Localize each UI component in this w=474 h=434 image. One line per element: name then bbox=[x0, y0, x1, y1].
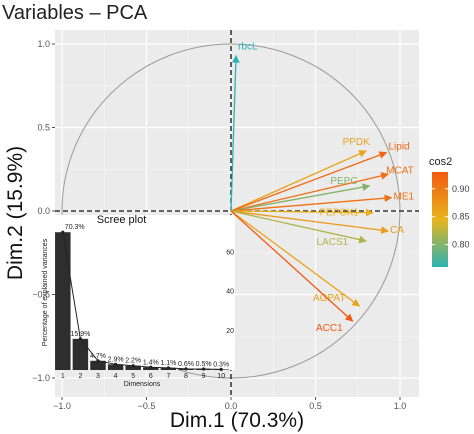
scree-point bbox=[166, 366, 170, 370]
arrow-pepck1 bbox=[230, 208, 374, 217]
scree-y-tick-label: 40 bbox=[226, 289, 234, 296]
x-tick-label: 0.5 bbox=[309, 401, 322, 411]
arrow-acc1 bbox=[230, 210, 354, 322]
x-tick-label: −1.0 bbox=[53, 401, 71, 411]
arrow-lacs1 bbox=[230, 210, 367, 244]
scree-data-label: 0.5% bbox=[196, 361, 212, 368]
arrow-pepc bbox=[230, 183, 371, 212]
arrow-lipid bbox=[230, 151, 388, 212]
arrow-mcat bbox=[230, 172, 389, 212]
scree-data-label: 1.1% bbox=[160, 360, 176, 367]
scree-point bbox=[219, 367, 223, 372]
scree-x-tick-label: 9 bbox=[202, 373, 206, 380]
scree-x-tick-label: 8 bbox=[184, 373, 188, 380]
scree-bar bbox=[90, 360, 106, 370]
scree-x-tick-label: 10 bbox=[217, 373, 225, 380]
y-tick-label: −0.5 bbox=[32, 290, 50, 300]
scree-point bbox=[149, 365, 153, 369]
scree-data-label: 2.2% bbox=[125, 358, 141, 365]
scree-x-title: Dimensions bbox=[124, 381, 161, 388]
scree-data-label: 2.9% bbox=[108, 356, 124, 363]
scree-x-tick-label: 5 bbox=[131, 373, 135, 380]
scree-data-label: 0.3% bbox=[213, 361, 229, 368]
label-mcat: MCAT bbox=[386, 165, 414, 176]
scree-y-tick-label: 60 bbox=[226, 249, 234, 256]
scree-data-label: 70.3% bbox=[65, 224, 85, 231]
label-ppdk: PPDK bbox=[343, 137, 371, 148]
arrow-ppdk bbox=[230, 150, 367, 212]
y-axis-title: Dim.2 (15.9%) bbox=[4, 146, 27, 280]
scree-point bbox=[96, 359, 100, 363]
scree-data-label: 4.7% bbox=[90, 353, 106, 360]
legend-tick-label: 0.80 bbox=[452, 240, 470, 250]
x-tick-label: 0.0 bbox=[225, 401, 238, 411]
scree-point bbox=[131, 364, 135, 368]
label-pepck1: PEPCK1 bbox=[319, 208, 359, 219]
label-pepc: PEPC bbox=[330, 176, 357, 187]
scree-line bbox=[62, 232, 222, 370]
label-ca: CA bbox=[390, 225, 404, 236]
scree-x-tick-label: 7 bbox=[166, 373, 170, 380]
label-rbcl: rbcL bbox=[238, 42, 258, 53]
chart-title: Variables – PCA bbox=[2, 2, 148, 24]
scree-x-tick-label: 4 bbox=[114, 373, 118, 380]
label-agpat: AGPAT bbox=[313, 293, 345, 304]
scree-point bbox=[184, 367, 188, 371]
legend-tick-label: 0.85 bbox=[452, 212, 470, 222]
legend-tick-label: 0.90 bbox=[452, 184, 470, 194]
scree-bar bbox=[72, 338, 89, 370]
arrow-me1 bbox=[230, 194, 393, 212]
arrow-agpat bbox=[230, 210, 361, 307]
scree-data-label: 1.4% bbox=[143, 359, 159, 366]
scree-plot-inset: Scree plot70.3%115.9%24.7%32.9%42.2%51.4… bbox=[42, 214, 235, 388]
label-lipid: Lipid bbox=[388, 142, 409, 153]
scree-x-tick-label: 3 bbox=[96, 373, 100, 380]
scree-bar bbox=[107, 364, 124, 370]
legend-colorbar bbox=[432, 172, 448, 267]
variable-arrows: rbcL PPDK Lipid MCAT PEPC ME1 PEPCK1 CA LACS1 AGP… bbox=[230, 42, 415, 334]
y-tick-label: −1.0 bbox=[32, 373, 50, 383]
x-tick-label: −0.5 bbox=[138, 401, 156, 411]
scree-title: Scree plot bbox=[97, 214, 147, 226]
label-lacs1: LACS1 bbox=[317, 237, 349, 248]
scree-data-label: 15.9% bbox=[70, 331, 90, 338]
scree-bar bbox=[55, 232, 71, 370]
scree-x-tick-label: 1 bbox=[61, 373, 65, 380]
cos2-legend: cos2 0.80 0.85 0.90 bbox=[429, 156, 470, 267]
scree-point bbox=[61, 230, 65, 234]
scree-y-title: Percentage of explained variances bbox=[42, 238, 49, 346]
x-tick-label: 1.0 bbox=[394, 401, 407, 411]
x-axis-title: Dim.1 (70.3%) bbox=[170, 409, 304, 432]
scree-x-tick-label: 2 bbox=[78, 373, 82, 380]
axes-layer: −1.0 −0.5 0.0 0.5 1.0 −1.0 −0.5 0.0 0.5 1.0 bbox=[32, 39, 406, 411]
legend-title: cos2 bbox=[429, 156, 452, 168]
scree-y-tick-label: 20 bbox=[226, 328, 234, 335]
label-me1: ME1 bbox=[394, 192, 415, 203]
label-acc1: ACC1 bbox=[316, 323, 343, 334]
y-tick-label: 0.5 bbox=[37, 123, 50, 133]
scree-x-tick-label: 6 bbox=[149, 373, 153, 380]
y-tick-label: 0.0 bbox=[37, 206, 50, 216]
arrow-rbcl bbox=[230, 54, 240, 212]
scree-bar bbox=[125, 365, 141, 370]
scree-point bbox=[78, 337, 82, 341]
scree-data-label: 0.6% bbox=[178, 361, 194, 368]
scree-point bbox=[202, 367, 206, 371]
y-tick-label: 1.0 bbox=[37, 39, 50, 49]
arrow-ca bbox=[230, 210, 389, 235]
scree-point bbox=[114, 362, 118, 366]
